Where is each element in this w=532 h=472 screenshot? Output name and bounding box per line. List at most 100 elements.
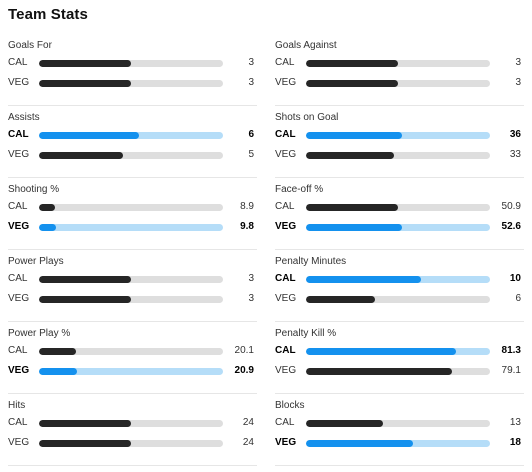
stat-bar-fill: [39, 79, 131, 87]
stat-bar-track: [39, 439, 223, 447]
stat-row-cal: CAL 3: [275, 57, 524, 77]
stat-value: 3: [248, 292, 254, 304]
team-abbr: VEG: [275, 220, 297, 232]
stat-value: 3: [515, 57, 521, 68]
stat-value: 3: [515, 76, 521, 88]
team-abbr: VEG: [275, 148, 297, 160]
divider: [8, 249, 257, 250]
stat-value: 50.9: [501, 201, 521, 212]
divider: [8, 321, 257, 322]
stat-row-veg: VEG 3: [275, 77, 524, 97]
stat-row-cal: CAL 8.9: [8, 201, 257, 221]
divider: [8, 393, 257, 394]
stat-bar-fill: [39, 420, 131, 427]
stat-bar-track: [306, 151, 490, 159]
team-abbr: CAL: [8, 273, 28, 284]
team-abbr: CAL: [8, 201, 28, 212]
stat-row-cal: CAL 20.1: [8, 345, 257, 365]
stat-bar-track: [39, 151, 223, 159]
stat-row-veg: VEG 79.1: [275, 365, 524, 385]
stat-row-cal: CAL 3: [8, 57, 257, 77]
stat-label: Hits: [8, 400, 26, 411]
stat-face-off-pct: Face-off % CAL 50.9 VEG 52.6: [275, 184, 524, 256]
stat-row-cal: CAL 36: [275, 129, 524, 149]
stat-bar-track: [39, 348, 223, 355]
stat-bar-track: [306, 295, 490, 303]
stat-label: Face-off %: [275, 184, 324, 195]
stat-row-veg: VEG 33: [275, 149, 524, 169]
team-abbr: CAL: [8, 129, 29, 140]
stat-row-cal: CAL 10: [275, 273, 524, 293]
stat-row-veg: VEG 6: [275, 293, 524, 313]
stat-bar-fill: [306, 60, 398, 67]
stat-label: Penalty Minutes: [275, 256, 347, 267]
team-abbr: CAL: [8, 345, 28, 356]
divider: [275, 105, 524, 106]
stat-bar-fill: [306, 295, 375, 303]
team-abbr: CAL: [275, 345, 296, 356]
stat-bar-track: [306, 439, 490, 447]
stat-row-cal: CAL 6: [8, 129, 257, 149]
stat-value: 6: [248, 129, 254, 140]
stat-label: Goals Against: [275, 40, 337, 51]
team-abbr: CAL: [275, 201, 295, 212]
stat-blocks: Blocks CAL 13 VEG 18: [275, 400, 524, 472]
team-abbr: VEG: [275, 364, 297, 376]
stat-goals-against: Goals Against CAL 3 VEG 3: [275, 40, 524, 112]
stat-bar-track: [39, 79, 223, 87]
stat-label: Penalty Kill %: [275, 328, 337, 339]
stat-bar-track: [306, 60, 490, 67]
team-abbr: CAL: [275, 417, 295, 428]
stat-label: Shots on Goal: [275, 112, 339, 123]
team-abbr: VEG: [8, 292, 30, 304]
stat-row-veg: VEG 52.6: [275, 221, 524, 241]
stat-value: 10: [509, 273, 521, 284]
stat-shots-on-goal: Shots on Goal CAL 36 VEG 33: [275, 112, 524, 184]
team-abbr: VEG: [8, 148, 30, 160]
divider: [8, 177, 257, 178]
stat-value: 9.8: [240, 220, 254, 232]
divider: [275, 177, 524, 178]
stat-power-plays: Power Plays CAL 3 VEG 3: [8, 256, 257, 328]
divider: [275, 393, 524, 394]
team-abbr: VEG: [8, 220, 30, 232]
stat-bar-track: [306, 367, 490, 375]
stat-label: Power Plays: [8, 256, 64, 267]
team-abbr: VEG: [275, 436, 297, 448]
stat-value: 79.1: [501, 364, 521, 376]
stat-bar-track: [39, 367, 223, 375]
team-abbr: CAL: [8, 417, 28, 428]
stat-goals-for: Goals For CAL 3 VEG 3: [8, 40, 257, 112]
stats-column-right: Goals Against CAL 3 VEG 3 Shots on Goal CAL 36 V…: [275, 40, 524, 472]
stat-bar-fill: [39, 132, 140, 139]
stat-value: 3: [248, 273, 254, 284]
stat-row-cal: CAL 81.3: [275, 345, 524, 365]
stat-bar-track: [306, 79, 490, 87]
stat-bar-track: [39, 295, 223, 303]
stat-bar-fill: [306, 367, 452, 375]
stat-bar-track: [39, 420, 223, 427]
divider: [275, 249, 524, 250]
team-abbr: VEG: [275, 292, 297, 304]
stat-bar-track: [306, 348, 490, 355]
stat-bar-track: [306, 223, 490, 231]
stat-row-cal: CAL 24: [8, 417, 257, 437]
stat-bar-track: [39, 60, 223, 67]
team-abbr: CAL: [275, 129, 296, 140]
stat-bar-fill: [39, 223, 57, 231]
stat-bar-fill: [39, 204, 55, 211]
stat-row-veg: VEG 5: [8, 149, 257, 169]
stat-bar-fill: [306, 79, 398, 87]
page-title: Team Stats: [8, 6, 88, 23]
stat-row-veg: VEG 3: [8, 293, 257, 313]
stat-hits: Hits CAL 24 VEG 24: [8, 400, 257, 472]
stat-label: Power Play %: [8, 328, 71, 339]
stat-value: 24: [242, 436, 254, 448]
stat-bar-fill: [306, 151, 394, 159]
divider: [275, 465, 524, 466]
stat-value: 5: [248, 148, 254, 160]
stat-bar-track: [39, 132, 223, 139]
stat-value: 33: [509, 148, 521, 160]
stat-bar-track: [39, 223, 223, 231]
stat-row-cal: CAL 13: [275, 417, 524, 437]
